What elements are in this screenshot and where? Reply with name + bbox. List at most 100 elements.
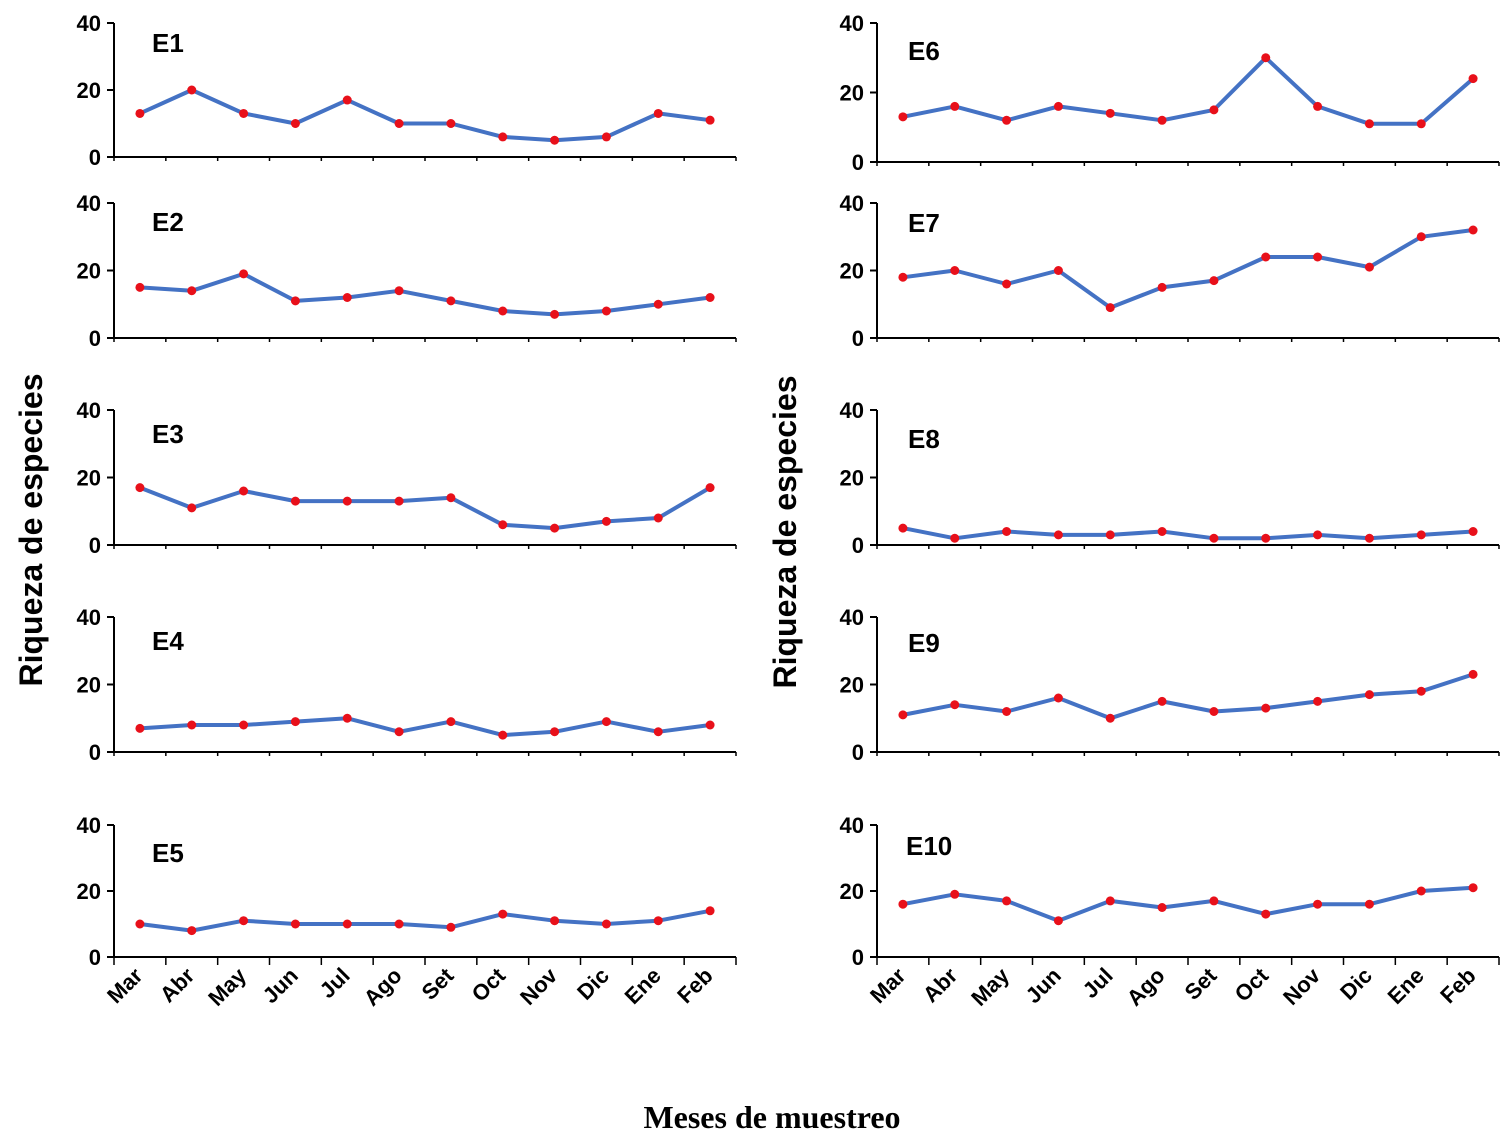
data-point-e3-ene xyxy=(653,513,663,523)
data-point-e2-oct xyxy=(498,306,508,316)
data-point-e3-jun xyxy=(290,496,300,506)
data-point-e1-oct xyxy=(498,132,508,142)
panel-label: E8 xyxy=(908,424,940,454)
data-point-e4-oct xyxy=(498,730,508,740)
y-tick-label: 20 xyxy=(840,673,864,698)
panel-label: E5 xyxy=(152,838,184,868)
y-tick-label: 40 xyxy=(77,11,101,36)
panel-label: E6 xyxy=(908,36,940,66)
x-tick-label: Set xyxy=(417,962,459,1004)
data-point-e10-dic xyxy=(1364,899,1374,909)
x-axis-label: Meses de muestreo xyxy=(643,1099,900,1133)
x-tick-label: May xyxy=(966,962,1014,1010)
series-line-e6 xyxy=(900,55,1476,126)
data-point-e8-jun xyxy=(1053,530,1063,540)
series-line-e4 xyxy=(137,716,713,738)
data-point-e2-nov xyxy=(550,309,560,319)
x-tick-label: Mar xyxy=(102,963,148,1009)
panel-e4: 0 20 40 E4 xyxy=(77,605,737,765)
x-tick-label: Nov xyxy=(515,962,563,1010)
data-point-e5-may xyxy=(239,916,249,926)
data-point-e10-may xyxy=(1002,896,1012,906)
y-tick-label: 0 xyxy=(89,533,101,558)
x-tick-label: Feb xyxy=(672,963,717,1008)
y-tick-label: 0 xyxy=(852,945,864,970)
data-point-e4-may xyxy=(239,720,249,730)
y-tick-label: 40 xyxy=(77,398,101,423)
data-point-e7-feb xyxy=(1468,225,1478,235)
data-point-e8-set xyxy=(1209,533,1219,543)
data-point-e5-mar xyxy=(135,919,145,929)
data-point-e1-abr xyxy=(187,85,197,95)
y-tick-label: 40 xyxy=(77,191,101,216)
data-point-e4-nov xyxy=(550,727,560,737)
data-point-e9-mar xyxy=(898,710,908,720)
data-point-e7-oct xyxy=(1261,252,1271,262)
y-axis-label-right: Riqueza de especies xyxy=(767,375,803,688)
y-tick-label: 20 xyxy=(77,466,101,491)
data-point-e4-set xyxy=(446,717,456,727)
data-point-e4-feb xyxy=(705,720,715,730)
data-point-e6-set xyxy=(1209,105,1219,115)
y-tick-label: 40 xyxy=(840,191,864,216)
x-tick-label: Jun xyxy=(258,963,303,1008)
data-point-e4-jun xyxy=(290,717,300,727)
data-point-e6-dic xyxy=(1364,119,1374,129)
data-point-e3-ago xyxy=(394,496,404,506)
x-tick-label: Jul xyxy=(1078,963,1118,1003)
data-point-e6-may xyxy=(1002,115,1012,125)
data-point-e3-oct xyxy=(498,520,508,530)
data-point-e3-may xyxy=(239,486,249,496)
data-point-e6-feb xyxy=(1468,74,1478,84)
data-point-e9-ago xyxy=(1157,696,1167,706)
data-point-e5-jun xyxy=(290,919,300,929)
data-point-e10-mar xyxy=(898,899,908,909)
panel-e7: 0 20 40 E7 xyxy=(840,191,1500,351)
data-point-e9-feb xyxy=(1468,669,1478,679)
data-point-e5-ago xyxy=(394,919,404,929)
data-point-e4-abr xyxy=(187,720,197,730)
data-point-e5-ene xyxy=(653,916,663,926)
data-point-e7-ene xyxy=(1416,232,1426,242)
data-point-e7-jun xyxy=(1053,266,1063,275)
x-tick-label: Ene xyxy=(620,963,666,1009)
data-point-e2-ago xyxy=(394,286,404,296)
data-point-e10-feb xyxy=(1468,883,1478,893)
data-point-e9-ene xyxy=(1416,686,1426,696)
data-point-e4-jul xyxy=(342,713,352,723)
panel-label: E2 xyxy=(152,207,184,237)
data-point-e1-feb xyxy=(705,115,715,125)
series-line-e9 xyxy=(900,672,1476,721)
data-point-e3-mar xyxy=(135,483,145,493)
y-tick-label: 0 xyxy=(852,326,864,351)
data-point-e7-set xyxy=(1209,276,1219,286)
data-point-e9-oct xyxy=(1261,703,1271,713)
data-point-e7-ago xyxy=(1157,282,1167,292)
y-tick-label: 0 xyxy=(89,326,101,351)
data-point-e1-dic xyxy=(601,132,611,142)
y-tick-label: 20 xyxy=(77,78,101,103)
x-tick-label: Ene xyxy=(1383,963,1429,1009)
x-tick-label: Feb xyxy=(1435,963,1480,1008)
data-point-e10-oct xyxy=(1261,909,1271,919)
y-tick-label: 20 xyxy=(840,879,864,904)
data-point-e1-jun xyxy=(290,119,300,128)
data-point-e1-ago xyxy=(394,119,404,128)
data-point-e8-feb xyxy=(1468,527,1478,536)
data-point-e6-jun xyxy=(1053,101,1063,111)
data-point-e10-jul xyxy=(1105,896,1115,906)
panel-label: E4 xyxy=(152,626,184,656)
data-point-e9-nov xyxy=(1313,696,1323,706)
data-point-e3-nov xyxy=(550,523,560,533)
x-tick-label: Mar xyxy=(865,963,911,1009)
data-point-e3-set xyxy=(446,493,456,503)
panel-e10: 0 20 40 E10 Mar Abr May Jun Jul Ago Set Oct Nov Dic En… xyxy=(840,813,1500,1011)
data-point-e2-may xyxy=(239,269,249,279)
data-point-e2-mar xyxy=(135,282,145,292)
x-tick-label: Oct xyxy=(1230,962,1274,1006)
data-point-e9-abr xyxy=(950,700,960,710)
data-point-e8-ene xyxy=(1416,530,1426,540)
data-point-e8-dic xyxy=(1364,533,1374,543)
y-tick-label: 20 xyxy=(840,466,864,491)
data-point-e2-dic xyxy=(601,306,611,316)
